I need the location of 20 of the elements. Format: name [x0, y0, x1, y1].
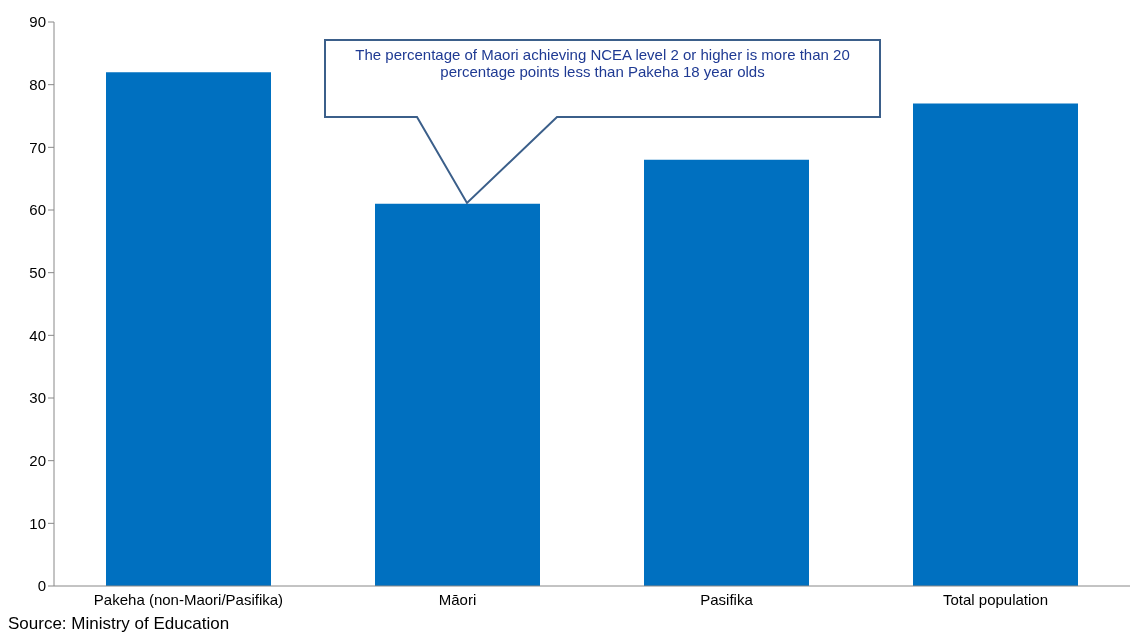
y-tick-label: 0 — [37, 577, 46, 595]
x-tick-label: Pakeha (non-Maori/Pasifika) — [93, 590, 284, 608]
bar — [106, 72, 271, 586]
y-tick-label: 10 — [29, 514, 46, 532]
y-tick-label: 70 — [29, 138, 46, 156]
bar — [913, 103, 1078, 586]
x-tick-label: Māori — [438, 590, 477, 608]
y-tick-label: 40 — [29, 326, 46, 344]
y-tick-label: 50 — [29, 263, 46, 281]
source-note: Source: Ministry of Education — [8, 614, 231, 634]
y-tick-label: 20 — [29, 451, 46, 469]
y-tick-label: 90 — [29, 13, 46, 31]
bar — [644, 159, 809, 586]
y-tick-label: 30 — [29, 389, 46, 407]
y-tick-label: 60 — [29, 201, 46, 219]
y-tick-label: 80 — [29, 75, 46, 93]
x-tick-label: Total population — [942, 590, 1049, 608]
bar — [375, 203, 540, 586]
annotation: The percentage of Maori achieving NCEA level 2 or higher is more than 20 percentage points less than Pakeha 18 year olds — [355, 46, 850, 80]
x-tick-label: Pasifika — [700, 590, 754, 608]
